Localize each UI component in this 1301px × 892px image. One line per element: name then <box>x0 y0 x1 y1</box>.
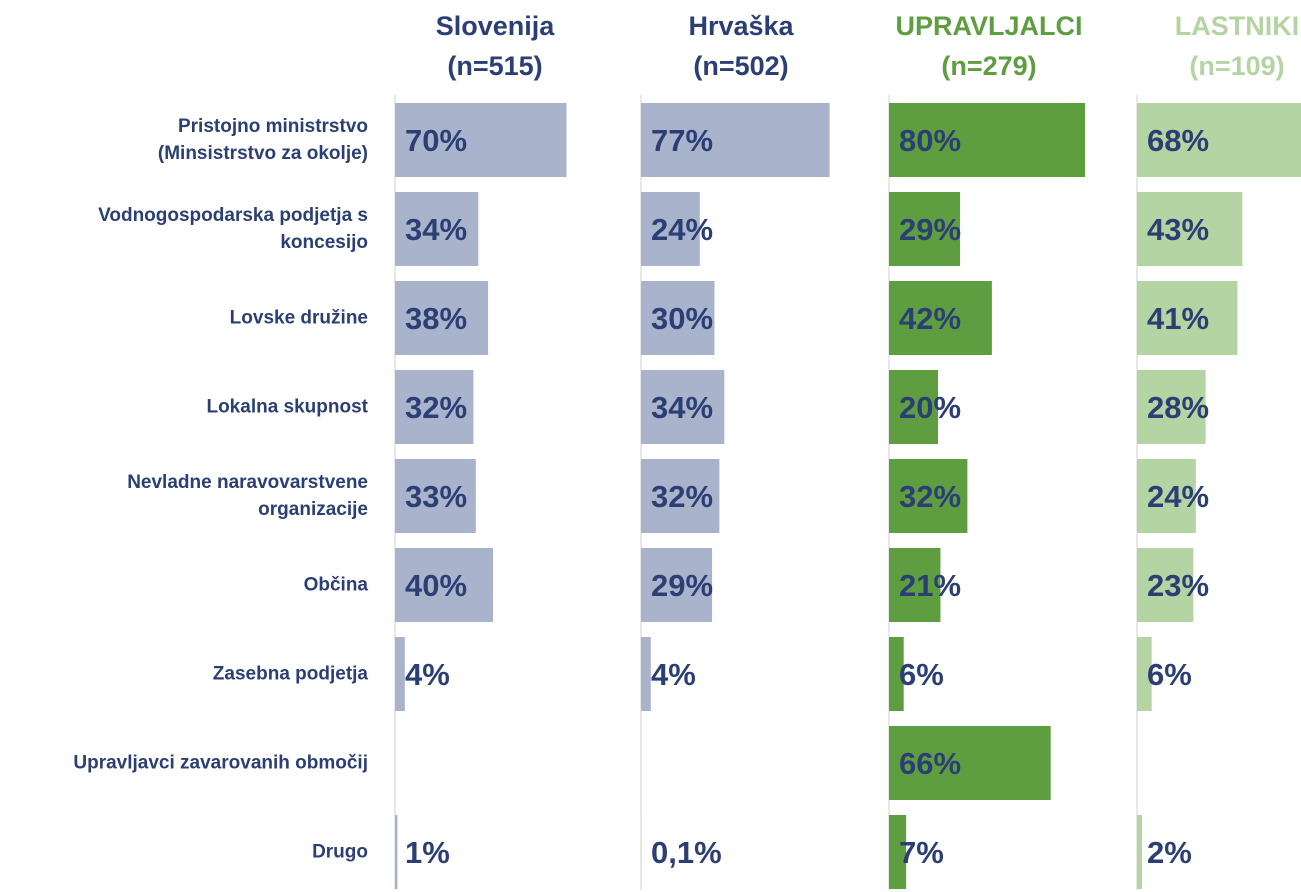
value-label: 24% <box>1147 479 1209 514</box>
value-label: 70% <box>405 123 467 158</box>
bar <box>395 459 476 533</box>
bar <box>889 548 941 622</box>
value-label: 32% <box>405 390 467 425</box>
value-label: 66% <box>899 746 961 781</box>
category-label: Lovske družine <box>229 307 368 329</box>
bar <box>395 548 493 622</box>
value-label: 32% <box>651 479 713 514</box>
bar <box>641 459 720 533</box>
value-label: 7% <box>899 835 944 870</box>
value-label: 43% <box>1147 212 1209 247</box>
value-label: 24% <box>651 212 713 247</box>
bar <box>1137 637 1152 711</box>
bar <box>1137 459 1196 533</box>
bar <box>641 548 713 622</box>
value-label: 40% <box>405 568 467 603</box>
category-label: Pristojno ministrstvo (Minsistrstvo za o… <box>157 116 368 164</box>
bar <box>889 726 1051 800</box>
value-label: 28% <box>1147 390 1209 425</box>
bar <box>641 103 830 177</box>
value-label: 29% <box>651 568 713 603</box>
value-label: 34% <box>405 212 467 247</box>
value-label: 4% <box>405 657 450 692</box>
bar <box>395 815 398 889</box>
category-label: Vodnogospodarska podjetja s koncesijo <box>98 205 368 253</box>
value-label: 41% <box>1147 301 1209 336</box>
bar <box>1137 548 1194 622</box>
bar <box>395 637 405 711</box>
bar <box>889 815 907 889</box>
category-label: Drugo <box>312 841 368 863</box>
bar <box>889 103 1085 177</box>
value-label: 2% <box>1147 835 1192 870</box>
value-label: 30% <box>651 301 713 336</box>
bar <box>1137 815 1142 889</box>
value-label: 20% <box>899 390 961 425</box>
bar <box>1137 281 1238 355</box>
value-label: 0,1% <box>651 835 722 870</box>
series-header: LASTNIKI (n=109) <box>1174 11 1300 81</box>
value-label: 29% <box>899 212 961 247</box>
category-label: Zasebna podjetja <box>212 663 368 685</box>
series-header: Hrvaška (n=502) <box>688 11 794 81</box>
bar <box>641 281 715 355</box>
value-label: 77% <box>651 123 713 158</box>
bar <box>641 192 700 266</box>
value-label: 4% <box>651 657 696 692</box>
category-label: Lokalna skupnost <box>206 396 368 418</box>
series-header: UPRAVLJALCI (n=279) <box>895 11 1083 81</box>
bar <box>395 281 489 355</box>
category-label: Nevladne naravovarstvene organizacije <box>127 472 368 520</box>
value-label: 32% <box>899 479 961 514</box>
bar <box>641 637 651 711</box>
value-label: 42% <box>899 301 961 336</box>
bar <box>395 192 479 266</box>
value-label: 21% <box>899 568 961 603</box>
value-label: 80% <box>899 123 961 158</box>
series-header: Slovenija (n=515) <box>435 11 555 81</box>
value-label: 68% <box>1147 123 1209 158</box>
category-label: Upravljavci zavarovanih območij <box>73 752 368 774</box>
value-label: 38% <box>405 301 467 336</box>
bar <box>1137 103 1301 177</box>
bar <box>1137 370 1206 444</box>
value-label: 6% <box>899 657 944 692</box>
bar <box>641 370 725 444</box>
bar <box>395 370 474 444</box>
bar <box>1137 192 1243 266</box>
bar <box>889 281 992 355</box>
value-label: 6% <box>1147 657 1192 692</box>
bar <box>889 192 961 266</box>
bar <box>395 103 567 177</box>
bar <box>889 370 938 444</box>
value-label: 34% <box>651 390 713 425</box>
bar <box>889 459 968 533</box>
value-label: 23% <box>1147 568 1209 603</box>
bar <box>889 637 904 711</box>
value-label: 33% <box>405 479 467 514</box>
value-label: 1% <box>405 835 450 870</box>
category-label: Občina <box>303 574 368 596</box>
